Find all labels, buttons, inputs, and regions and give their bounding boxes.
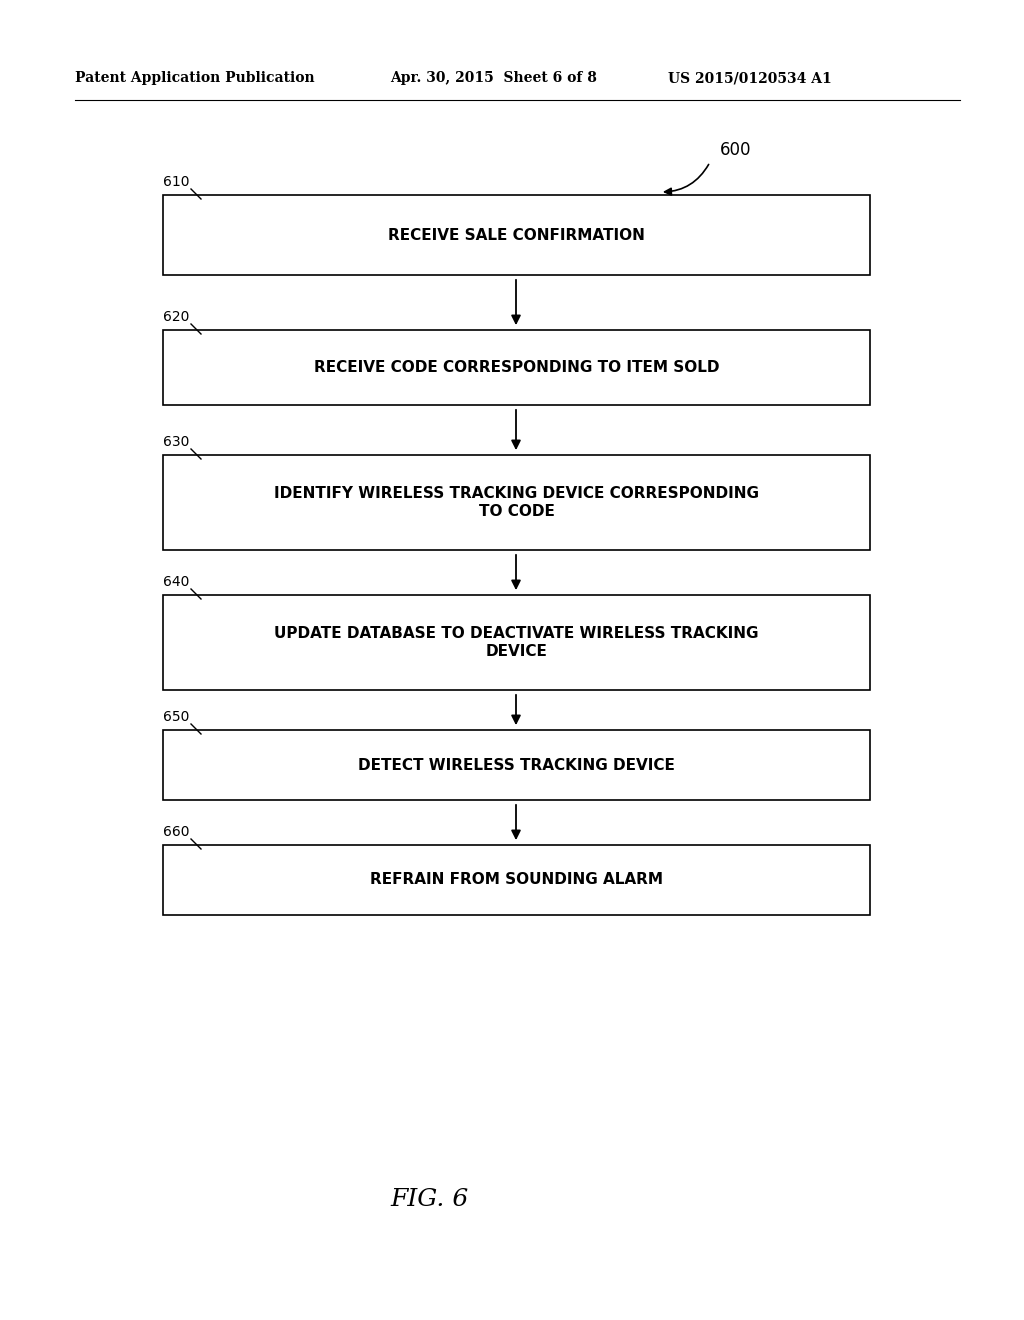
Text: 610: 610: [163, 176, 189, 189]
Text: DETECT WIRELESS TRACKING DEVICE: DETECT WIRELESS TRACKING DEVICE: [358, 758, 675, 772]
Text: US 2015/0120534 A1: US 2015/0120534 A1: [668, 71, 831, 84]
Text: 600: 600: [720, 141, 752, 158]
Text: UPDATE DATABASE TO DEACTIVATE WIRELESS TRACKING
DEVICE: UPDATE DATABASE TO DEACTIVATE WIRELESS T…: [274, 626, 759, 659]
Bar: [163, 595, 870, 690]
Bar: [163, 455, 870, 550]
Bar: [163, 330, 870, 405]
Text: Apr. 30, 2015  Sheet 6 of 8: Apr. 30, 2015 Sheet 6 of 8: [390, 71, 597, 84]
Text: REFRAIN FROM SOUNDING ALARM: REFRAIN FROM SOUNDING ALARM: [370, 873, 663, 887]
Text: RECEIVE CODE CORRESPONDING TO ITEM SOLD: RECEIVE CODE CORRESPONDING TO ITEM SOLD: [313, 360, 719, 375]
Text: 640: 640: [163, 576, 189, 589]
Bar: [163, 195, 870, 275]
Bar: [163, 730, 870, 800]
Text: 620: 620: [163, 310, 189, 323]
Text: Patent Application Publication: Patent Application Publication: [75, 71, 314, 84]
Text: FIG. 6: FIG. 6: [391, 1188, 469, 1212]
Text: 660: 660: [163, 825, 189, 840]
Text: RECEIVE SALE CONFIRMATION: RECEIVE SALE CONFIRMATION: [388, 227, 645, 243]
Text: 650: 650: [163, 710, 189, 723]
Bar: [163, 845, 870, 915]
Text: 630: 630: [163, 436, 189, 449]
Text: IDENTIFY WIRELESS TRACKING DEVICE CORRESPONDING
TO CODE: IDENTIFY WIRELESS TRACKING DEVICE CORRES…: [274, 486, 759, 519]
